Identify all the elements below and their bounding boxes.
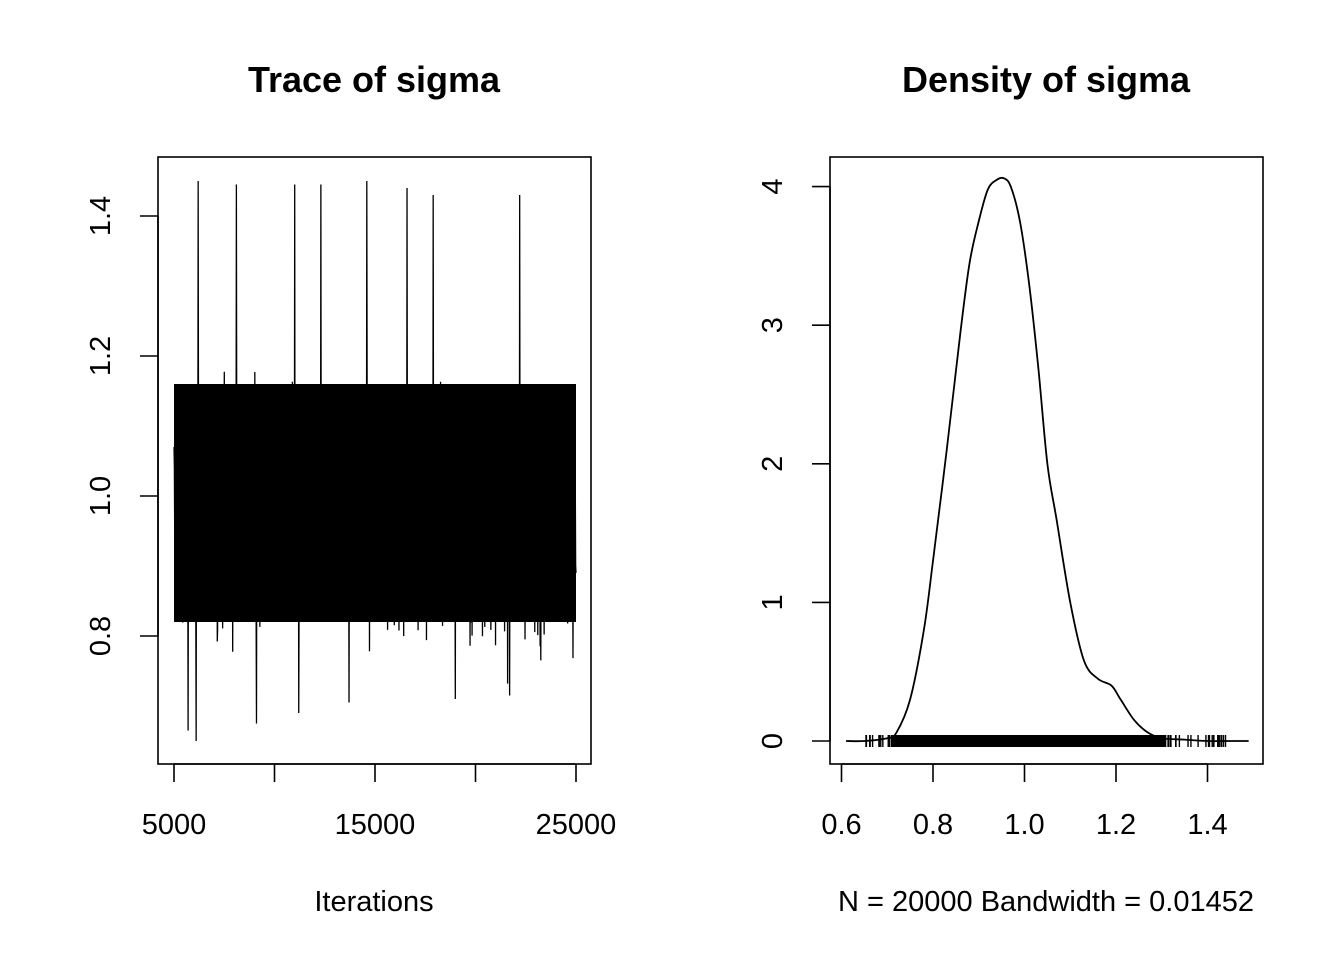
trace-y-tick-label: 1.4	[85, 196, 117, 236]
density-y-tick-label: 4	[757, 179, 789, 195]
density-x-tick-label: 1.4	[1187, 809, 1227, 841]
density-title: Density of sigma	[902, 59, 1191, 100]
trace-line	[173, 180, 577, 742]
density-panel: Density of sigma 0.6 0.8 1.0 1.2 1.4 0 1 2 3 4 N…	[757, 59, 1264, 918]
density-y-tick-label: 2	[757, 456, 789, 472]
density-y-tick-label: 1	[757, 594, 789, 610]
trace-x-axis: 5000 15000 25000	[142, 763, 617, 841]
density-x-axis-label: N = 20000 Bandwidth = 0.01452	[838, 886, 1254, 918]
trace-y-tick-label: 1.0	[85, 476, 117, 516]
density-x-tick-label: 0.6	[821, 809, 861, 841]
trace-y-tick-label: 0.8	[85, 616, 117, 656]
density-x-tick-label: 1.2	[1096, 809, 1136, 841]
trace-y-tick-label: 1.2	[85, 336, 117, 376]
trace-y-axis: 0.8 1.0 1.2 1.4	[85, 196, 159, 656]
density-y-tick-label: 3	[757, 317, 789, 333]
density-x-tick-label: 1.0	[1004, 809, 1044, 841]
density-y-axis: 0 1 2 3 4	[757, 179, 831, 749]
trace-series	[173, 180, 577, 742]
trace-x-axis-label: Iterations	[314, 886, 433, 918]
trace-x-tick-label: 15000	[335, 809, 416, 841]
trace-panel: Trace of sigma 5000 15000 25000 0.8 1.0 1.2 1…	[85, 59, 616, 918]
density-x-tick-label: 0.8	[913, 809, 953, 841]
rug-dense-block	[891, 735, 1167, 747]
density-x-axis: 0.6 0.8 1.0 1.2 1.4	[821, 763, 1228, 841]
trace-x-tick-label: 5000	[142, 809, 207, 841]
density-y-tick-label: 0	[757, 733, 789, 749]
trace-x-tick-label: 25000	[536, 809, 617, 841]
density-curve	[846, 176, 1249, 743]
trace-title: Trace of sigma	[248, 59, 501, 100]
density-rug	[865, 735, 1227, 747]
